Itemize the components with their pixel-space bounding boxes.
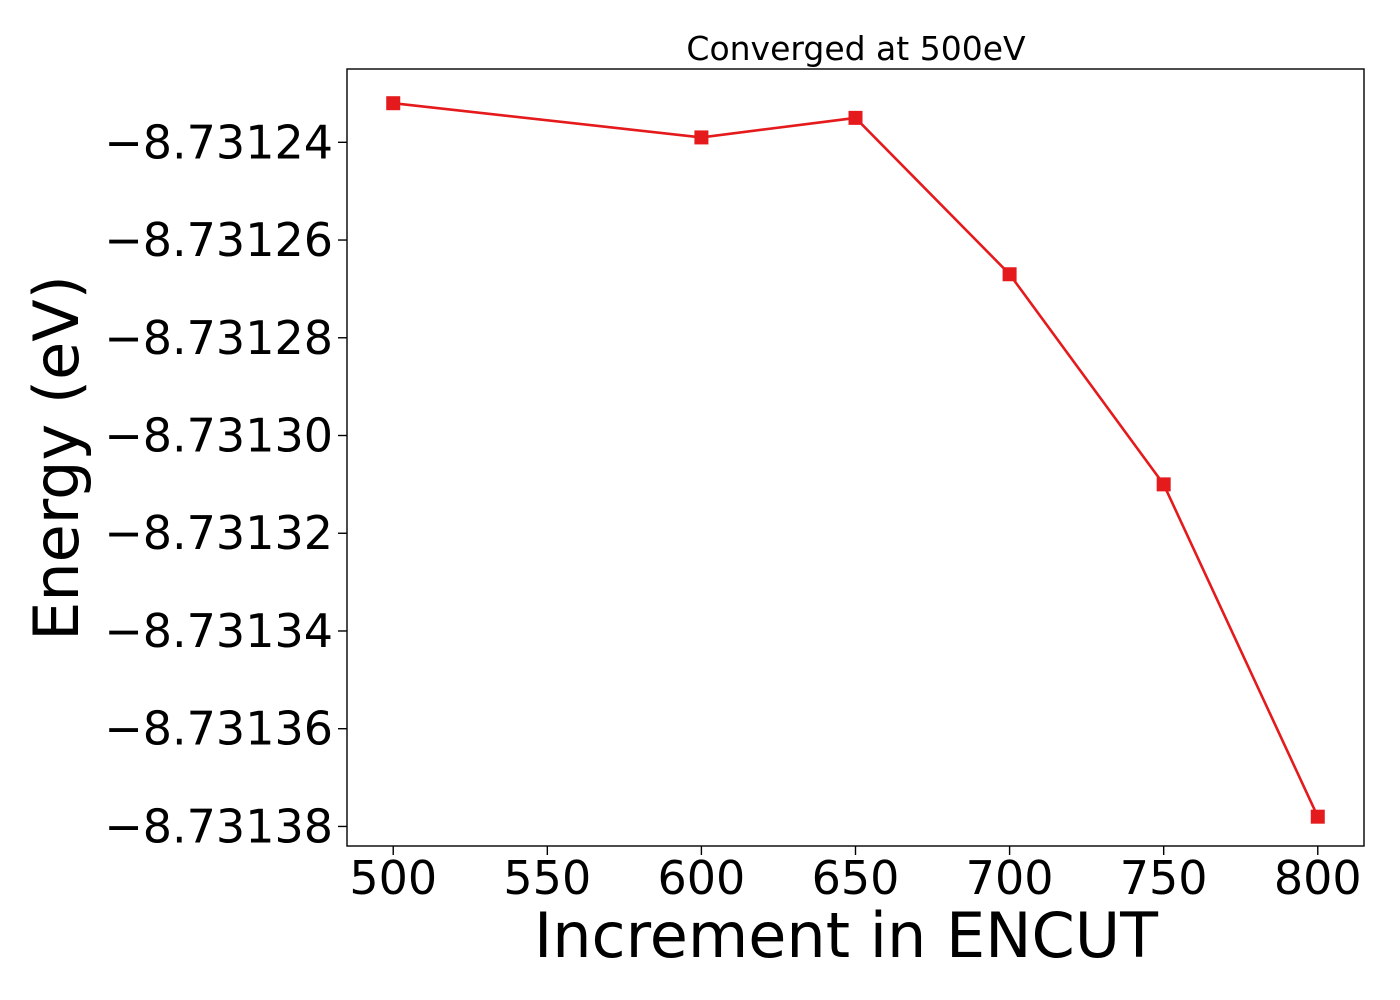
data-point-marker (694, 130, 709, 145)
y-axis-ticks: −8.73124 −8.73126 −8.73128 −8.73130 −8.73132… (104, 115, 347, 853)
y-tick-label: −8.73130 (104, 409, 333, 463)
data-point-marker (386, 96, 401, 111)
y-tick-label: −8.73138 (104, 799, 333, 853)
x-tick-label: 700 (966, 851, 1054, 905)
plot-frame (346, 68, 1365, 847)
data-point-marker (1156, 477, 1171, 492)
x-tick-label: 600 (658, 851, 746, 905)
y-tick-label: −8.73136 (104, 702, 333, 756)
data-point-marker (1002, 267, 1017, 282)
y-tick-label: −8.73134 (104, 604, 333, 658)
y-tick-label: −8.73126 (104, 213, 333, 267)
x-tick-label: 550 (503, 851, 591, 905)
series-line (393, 101, 1319, 818)
data-point-marker (848, 110, 863, 125)
y-tick-label: −8.73132 (104, 506, 333, 560)
chart-title: Converged at 500eV (686, 29, 1026, 68)
x-tick-label: 650 (812, 851, 900, 905)
y-tick-label: −8.73128 (104, 311, 333, 365)
data-point-marker (1310, 809, 1325, 824)
x-axis-title: Increment in ENCUT (534, 899, 1159, 972)
series-layer (386, 96, 1325, 824)
y-axis-title: Energy (eV) (20, 275, 93, 641)
x-axis-ticks: 500 550 600 650 700 750 800 (349, 846, 1362, 905)
x-tick-label: 800 (1274, 851, 1362, 905)
x-tick-label: 750 (1120, 851, 1208, 905)
x-tick-label: 500 (349, 851, 437, 905)
y-tick-label: −8.73124 (104, 115, 333, 169)
